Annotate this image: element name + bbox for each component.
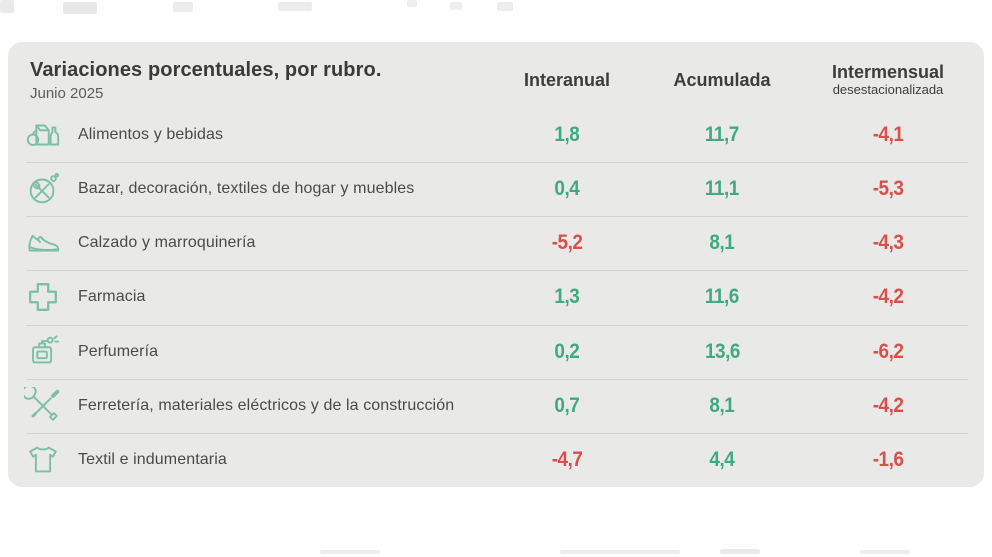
crop-artifact	[450, 2, 462, 10]
crop-artifact	[407, 0, 417, 7]
crop-artifact	[720, 549, 760, 554]
page-title: Variaciones porcentuales, por rubro.	[30, 58, 382, 81]
interanual-value: 1,3	[554, 285, 580, 309]
title-block: Variaciones porcentuales, por rubro. Jun…	[24, 59, 492, 102]
acumulada-value: 8,1	[709, 393, 735, 417]
acumulada-value: 11,1	[705, 177, 739, 201]
interanual-value: 0,2	[554, 339, 580, 363]
row-label: Calzado y marroquinería	[78, 234, 256, 252]
table-row: Perfumería 0,2 13,6 -6,2	[8, 324, 984, 379]
table-row: Farmacia 1,3 11,6 -4,2	[8, 270, 984, 324]
variations-table-card: Variaciones porcentuales, por rubro. Jun…	[8, 42, 984, 487]
intermensual-value: -4,3	[872, 231, 904, 255]
table-row: Alimentos y bebidas 1,8 11,7 -4,1	[8, 108, 984, 162]
column-header-intermensual: Intermensual desestacionalizada	[831, 62, 945, 98]
acumulada-value: 8,1	[709, 231, 735, 255]
row-label: Ferretería, materiales eléctricos y de l…	[78, 396, 455, 414]
interanual-value: -5,2	[551, 231, 583, 255]
table-row: Textil e indumentaria -4,7 4,4 -1,6	[8, 432, 984, 487]
acumulada-value: 4,4	[709, 447, 735, 471]
table-row: Calzado y marroquinería -5,2 8,1 -4,3	[8, 216, 984, 270]
crop-artifact	[860, 550, 910, 554]
column-header-acumulada: Acumulada	[673, 69, 771, 90]
crop-artifact	[497, 2, 513, 11]
pharmacy-cross-icon	[24, 278, 78, 316]
tshirt-icon	[24, 441, 78, 479]
acumulada-value: 13,6	[704, 339, 740, 363]
intermensual-value: -4,2	[872, 393, 904, 417]
table-header: Variaciones porcentuales, por rubro. Jun…	[8, 42, 984, 108]
acumulada-value: 11,6	[705, 285, 739, 309]
intermensual-value: -1,6	[872, 447, 904, 471]
interanual-value: 0,7	[554, 393, 580, 417]
shoe-icon	[24, 224, 78, 262]
crop-artifact	[173, 2, 193, 12]
row-label: Bazar, decoración, textiles de hogar y m…	[78, 180, 415, 198]
intermensual-value: -6,2	[872, 339, 904, 363]
intermensual-value: -5,3	[872, 177, 904, 201]
crop-artifact	[0, 0, 14, 13]
acumulada-value: 11,7	[705, 123, 739, 147]
row-label: Farmacia	[78, 288, 146, 306]
row-label: Alimentos y bebidas	[78, 126, 224, 144]
intermensual-value: -4,2	[872, 285, 904, 309]
page-subtitle: Junio 2025	[30, 84, 104, 102]
groceries-icon	[24, 116, 78, 154]
tools-icon	[24, 386, 78, 425]
crop-artifact	[320, 550, 380, 554]
row-label: Perfumería	[78, 342, 159, 360]
crop-artifact	[63, 2, 97, 14]
column-header-interanual: Interanual	[523, 69, 611, 90]
interanual-value: 0,4	[554, 177, 580, 201]
table-rows: Alimentos y bebidas 1,8 11,7 -4,1 Bazar, dec…	[8, 108, 984, 487]
table-row: Ferretería, materiales eléctricos y de l…	[8, 378, 984, 433]
table-row: Bazar, decoración, textiles de hogar y m…	[8, 162, 984, 216]
crop-artifact	[560, 550, 680, 554]
crop-artifact	[278, 2, 312, 11]
row-label: Textil e indumentaria	[78, 450, 227, 468]
interanual-value: 1,8	[554, 123, 580, 147]
houseware-icon	[24, 170, 78, 208]
perfume-icon	[24, 333, 78, 371]
interanual-value: -4,7	[551, 447, 583, 471]
intermensual-value: -4,1	[872, 123, 904, 147]
